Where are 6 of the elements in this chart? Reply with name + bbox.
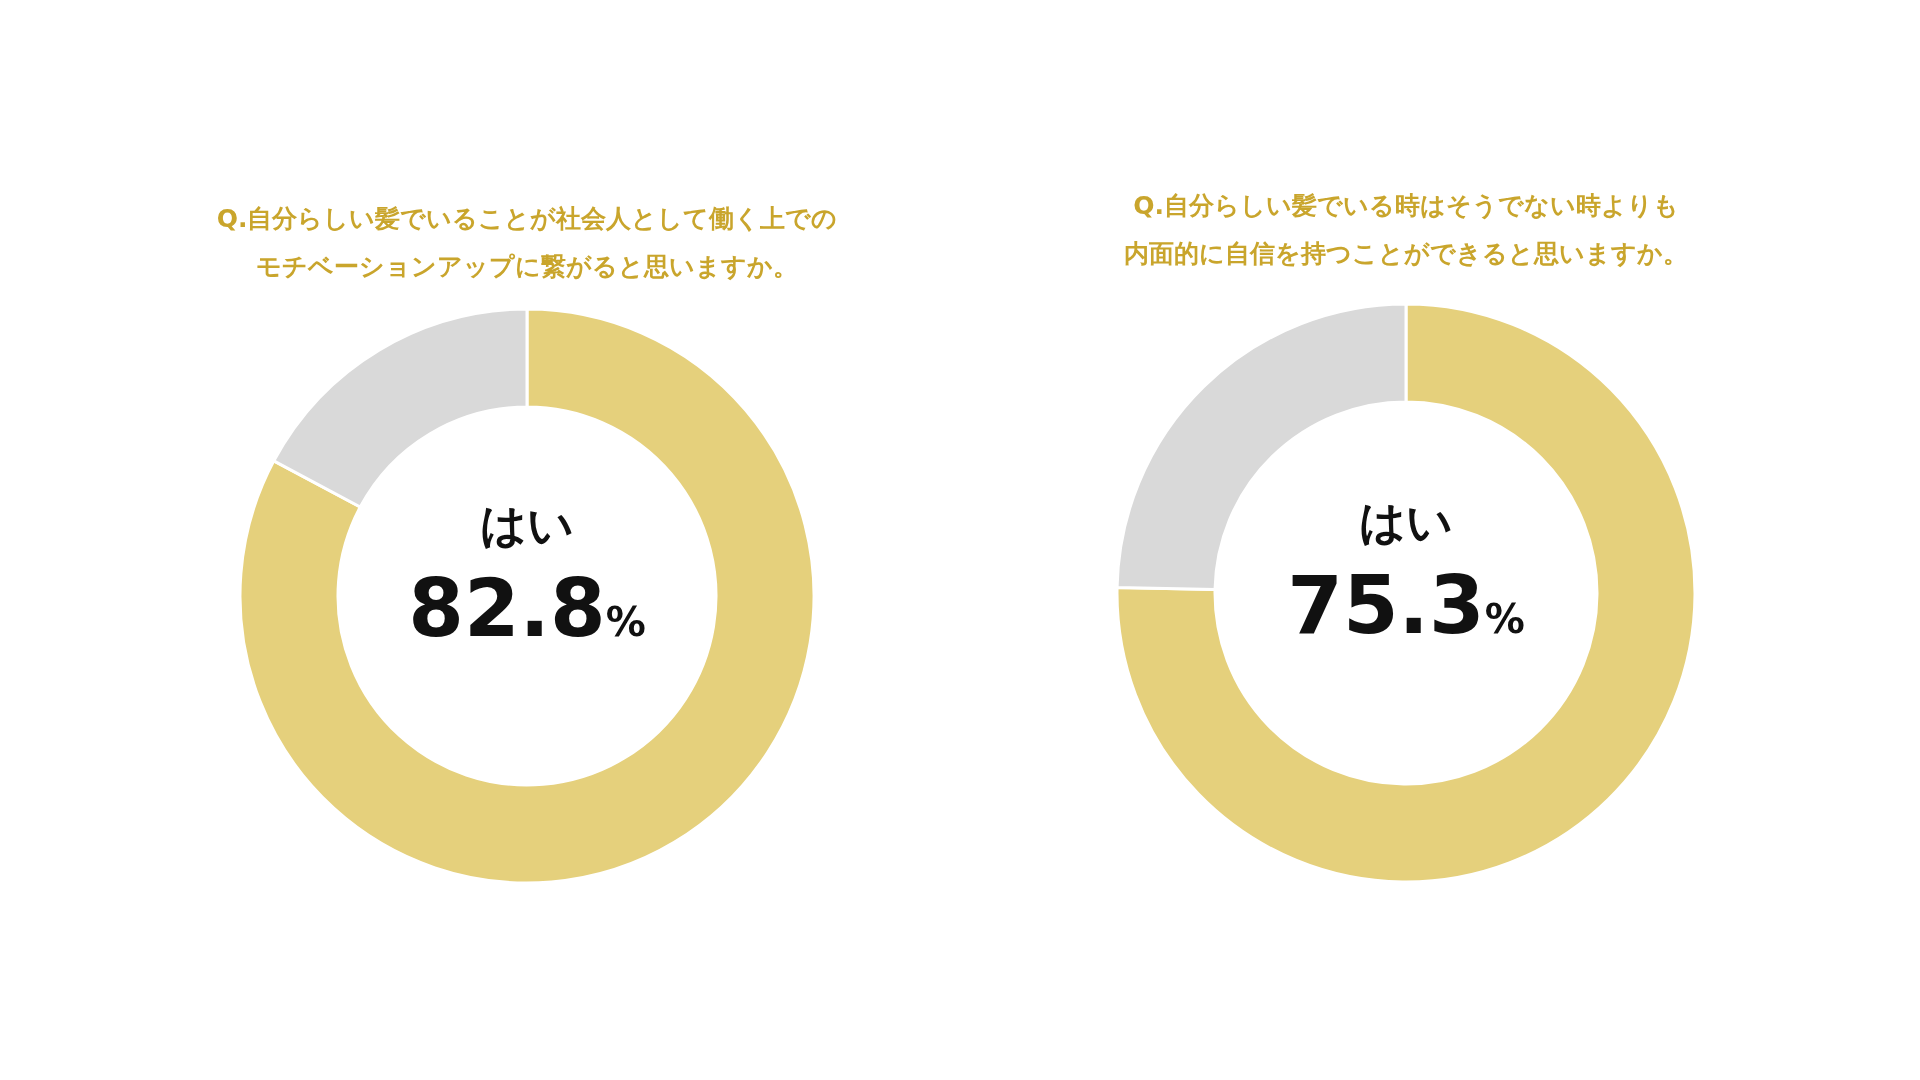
slice-label: はい xyxy=(1359,495,1453,549)
data-label: 82.8% xyxy=(408,562,646,655)
data-label: 75.3% xyxy=(1287,559,1525,652)
slice-label: はい xyxy=(480,498,574,552)
chart-title: Q.自分らしい髪でいることが社会人として働く上でのモチベーションアップに繋がると思いますか。 xyxy=(216,204,838,281)
chart-title: Q.自分らしい髪でいる時はそうでない時よりも内面的に自信を持つことができると思いますか。 xyxy=(1124,191,1688,268)
